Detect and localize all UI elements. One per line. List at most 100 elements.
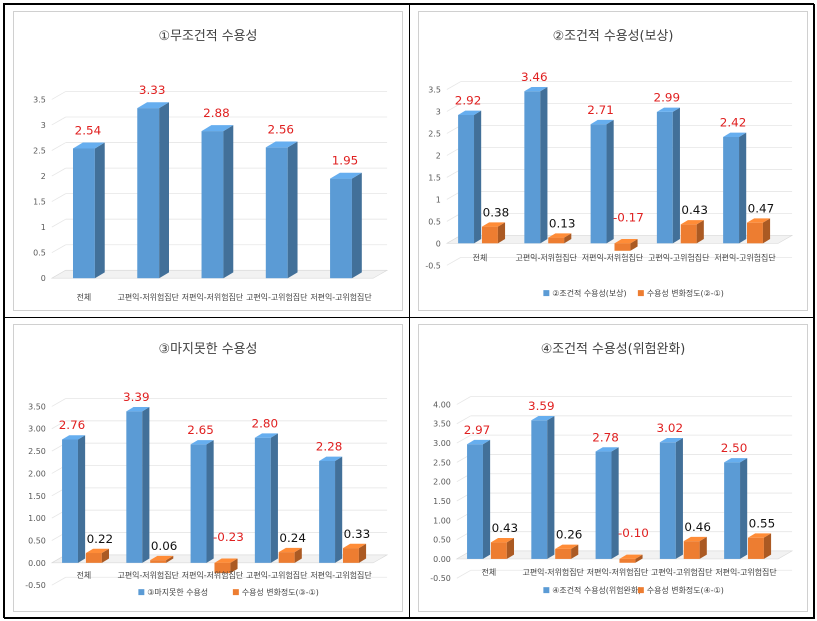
category-label: 전체	[473, 252, 488, 262]
y-tick-label: 3	[436, 107, 441, 116]
category-label: 고편익-저위험집단	[516, 252, 578, 262]
data-label-primary: 3.46	[521, 70, 548, 84]
legend-swatch-primary	[543, 587, 550, 594]
data-label-primary: 2.92	[455, 94, 482, 108]
bar-change	[481, 222, 506, 244]
chart-title: ④조건적 수용성(위험완화)	[541, 342, 686, 357]
data-label-change: 0.22	[87, 532, 114, 546]
gridline-side	[51, 398, 66, 407]
chart-4-conditional-acceptance-risk: ④조건적 수용성(위험완화) -0.50 0.00 0.50 1.00 1.50 2.00 2…	[430, 342, 794, 595]
data-label-primary: 2.71	[587, 103, 614, 117]
category-label: 저편익-고위험집단	[715, 567, 777, 577]
bar-primary	[531, 415, 555, 559]
legend-label-primary: ②조건적 수용성(보상)	[552, 288, 626, 298]
data-label-change: 0.55	[749, 516, 776, 530]
y-tick-label: 0	[436, 239, 441, 248]
bar-primary	[524, 86, 548, 244]
data-label-primary: 2.65	[187, 423, 214, 437]
legend-label-change: 수용성 변화정도(②-①)	[647, 288, 724, 298]
legend-label-primary: ③마지못한 수용성	[147, 588, 208, 597]
chart-cell-4: ④조건적 수용성(위험완화) -0.50 0.00 0.50 1.00 1.50 2.00 2…	[409, 317, 815, 619]
bar-primary	[201, 125, 234, 279]
category-label: 전체	[77, 292, 92, 302]
chart-cell-2: ②조건적 수용성(보상) -0.5 0 0.5 1 1.5 2 2.5 3 3.5 2.92 0.38…	[409, 4, 815, 318]
data-label-change: 0.43	[681, 203, 708, 217]
chart-title: ③마지못한 수용성	[159, 342, 258, 357]
bar-primary	[659, 438, 683, 559]
y-tick-label: 3.00	[28, 425, 46, 434]
y-tick-label: 1.5	[428, 173, 441, 182]
bar-change	[747, 218, 771, 244]
bar-primary	[458, 110, 482, 244]
data-label-primary: 2.80	[252, 416, 279, 430]
bar-primary	[319, 456, 343, 563]
gridline-side	[51, 244, 66, 254]
category-label: 고편익-고위험집단	[651, 567, 713, 577]
y-tick-label: 0.50	[28, 536, 46, 545]
y-tick-label: 3.00	[433, 439, 451, 448]
legend: ④조건적 수용성(위험완화) 수용성 변화정도(④-①)	[543, 585, 724, 595]
bar-change	[683, 536, 707, 559]
gridline-side	[446, 257, 461, 266]
y-tick-label: 0.5	[428, 217, 441, 226]
y-tick-label: 2.5	[428, 129, 441, 138]
gridline-side	[456, 396, 471, 405]
data-label-change: 0.47	[748, 201, 775, 215]
category-label: 전체	[77, 570, 92, 580]
data-label-change: 0.06	[151, 539, 178, 553]
bar-primary	[724, 458, 748, 559]
gridline-side	[446, 103, 461, 112]
chart-2-conditional-acceptance-compensation: ②조건적 수용성(보상) -0.5 0 0.5 1 1.5 2 2.5 3 3.5 2.92 0.38…	[425, 29, 794, 298]
data-label-change: -0.23	[213, 530, 244, 544]
category-label: 저편익-저위험집단	[182, 292, 244, 302]
y-tick-label: 1.00	[433, 516, 451, 525]
y-tick-label: -0.50	[25, 581, 46, 590]
legend-label-primary: ④조건적 수용성(위험완화)	[552, 585, 641, 595]
y-tick-label: 2	[41, 172, 46, 181]
y-tick-label: 1	[41, 223, 46, 232]
bar-change	[614, 239, 638, 251]
data-label-primary: 2.97	[464, 423, 491, 437]
data-label-change: -0.10	[618, 526, 649, 540]
y-tick-label: 0.5	[33, 249, 46, 258]
bar-primary	[595, 447, 619, 559]
bar-change	[548, 233, 572, 244]
y-tick-label: 2.00	[433, 478, 451, 487]
data-label-change: 0.46	[684, 520, 711, 534]
chart-title: ②조건적 수용성(보상)	[553, 29, 674, 44]
chart-panel-2: ②조건적 수용성(보상) -0.5 0 0.5 1 1.5 2 2.5 3 3.5 2.92 0.38…	[418, 11, 808, 311]
y-tick-label: 0	[41, 274, 46, 283]
category-label: 고편익-저위험집단	[523, 567, 585, 577]
legend: ②조건적 수용성(보상) 수용성 변화정도(②-①)	[543, 288, 724, 298]
legend-swatch-change	[232, 589, 239, 596]
y-tick-label: 1.00	[28, 514, 46, 523]
data-label-primary: 2.56	[267, 123, 294, 137]
category-label: 전체	[482, 567, 497, 577]
bar-primary	[723, 132, 747, 244]
gridline-side	[51, 218, 66, 228]
data-label-primary: 2.54	[75, 124, 102, 138]
y-tick-label: -0.5	[425, 261, 441, 270]
data-label-primary: 3.02	[657, 421, 684, 435]
y-tick-label: 0.50	[433, 536, 451, 545]
bar-primary	[265, 141, 298, 279]
data-label-primary: 3.39	[123, 390, 150, 404]
y-tick-label: 1.50	[28, 492, 46, 501]
data-label-change: 0.13	[549, 216, 576, 230]
chart-cell-1: ①무조건적 수용성 0 0.5 1 1.5 2 2.5 3 3.5 2.54 전체 3.33 고편익-저…	[4, 4, 410, 318]
legend-label-change: 수용성 변화정도(④-①)	[647, 585, 724, 595]
y-tick-label: 4.00	[433, 400, 451, 409]
bar-change	[150, 555, 174, 563]
gridline-side	[51, 116, 66, 126]
legend-label-change: 수용성 변화정도(③-①)	[242, 587, 319, 597]
bar-primary	[656, 107, 680, 244]
data-label-primary: 1.95	[332, 154, 359, 168]
y-tick-label: 2.50	[28, 447, 46, 456]
y-tick-label: 1.5	[33, 198, 46, 207]
data-label-primary: 2.50	[721, 441, 748, 455]
data-label-primary: 3.59	[528, 399, 555, 413]
data-label-primary: 2.78	[592, 430, 619, 444]
y-tick-label: 3.5	[428, 85, 441, 94]
y-tick-label: 3.50	[433, 420, 451, 429]
gridline-side	[51, 576, 66, 586]
